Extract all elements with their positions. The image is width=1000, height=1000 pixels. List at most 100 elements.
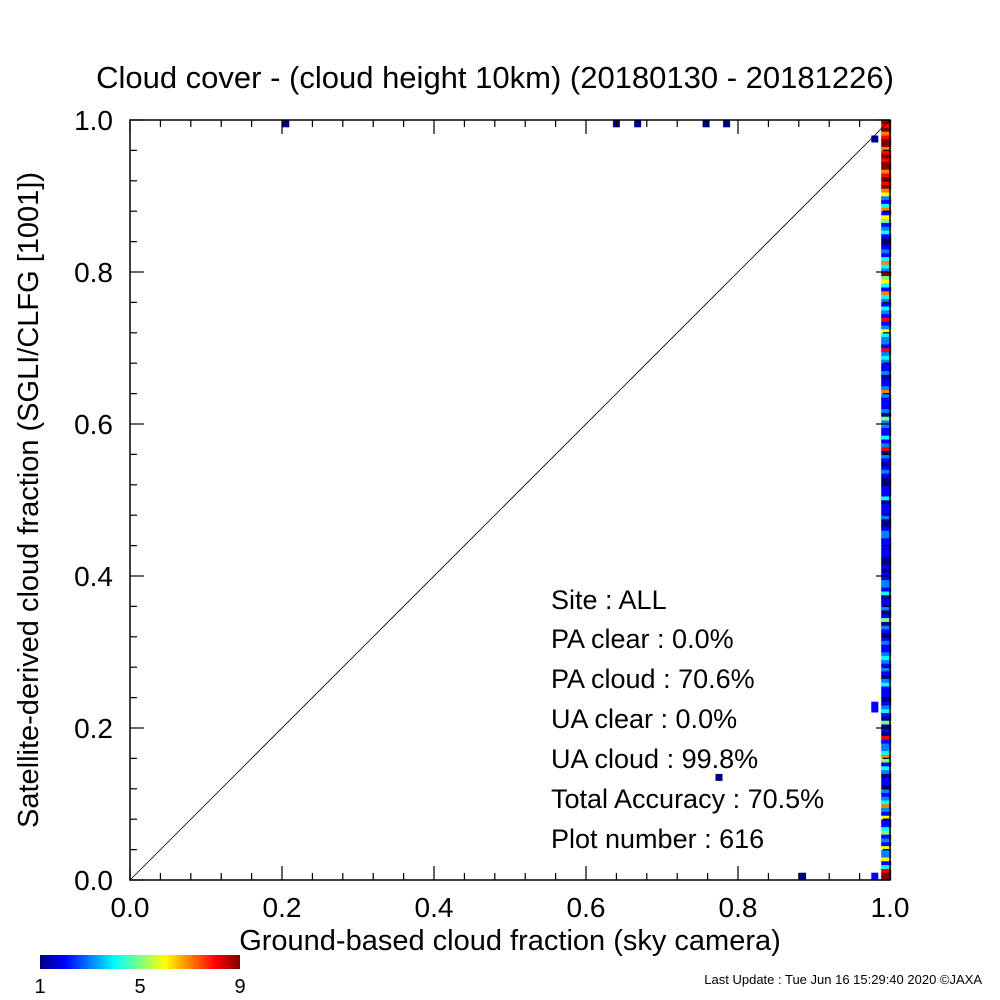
column-cell — [881, 161, 892, 166]
column-cell — [881, 659, 892, 664]
y-tick-labels: 0.0 0.2 0.4 0.6 0.8 1.0 — [74, 105, 113, 896]
data-point — [634, 120, 642, 128]
column-cell — [881, 325, 892, 330]
column-cell — [881, 652, 892, 657]
column-cell — [881, 245, 892, 250]
column-cell — [881, 454, 892, 459]
column-cell — [881, 207, 892, 212]
data-point — [282, 120, 290, 128]
column-cell — [881, 747, 892, 752]
column-cell — [881, 188, 892, 193]
column-cell — [881, 237, 892, 242]
column-cell — [881, 450, 892, 455]
column-cell — [881, 492, 892, 497]
column-cell — [881, 389, 892, 394]
column-cell — [881, 268, 892, 273]
column-cell — [881, 678, 892, 683]
column-cell — [881, 127, 892, 132]
data-point — [871, 135, 879, 143]
column-cell — [881, 777, 892, 782]
data-point — [871, 701, 879, 709]
column-cell — [881, 484, 892, 489]
column-cell — [881, 872, 892, 877]
column-cell — [881, 458, 892, 463]
stat-ua-cloud: UA cloud : 99.8% — [551, 744, 758, 774]
column-cell — [881, 693, 892, 698]
column-cell — [881, 633, 892, 638]
column-cell — [881, 534, 892, 539]
column-cell — [881, 374, 892, 379]
column-cell — [881, 241, 892, 246]
column-cell — [881, 549, 892, 554]
column-cell — [881, 427, 892, 432]
x-tick-labels: 0.0 0.2 0.4 0.6 0.8 1.0 — [111, 892, 910, 923]
stat-site: Site : ALL — [551, 585, 667, 615]
column-cell — [881, 541, 892, 546]
column-cell — [881, 378, 892, 383]
column-cell — [881, 853, 892, 858]
column-cell — [881, 211, 892, 216]
x-axis-label: Ground-based cloud fraction (sky camera) — [239, 925, 781, 957]
column-cell — [881, 256, 892, 261]
column-cell — [881, 671, 892, 676]
column-cell — [881, 158, 892, 163]
column-cell — [881, 595, 892, 600]
column-cell — [881, 283, 892, 288]
column-cell — [881, 830, 892, 835]
column-cell — [881, 142, 892, 147]
column-cell — [881, 621, 892, 626]
column-cell — [881, 876, 892, 881]
column-cell — [881, 815, 892, 820]
stat-pa-clear: PA clear : 0.0% — [551, 624, 734, 654]
column-cell — [881, 576, 892, 581]
colorbar-mid-label: 5 — [134, 976, 145, 998]
column-cell — [881, 294, 892, 299]
column-cell — [881, 686, 892, 691]
column-cell — [881, 735, 892, 740]
column-cell — [881, 135, 892, 140]
column-cell — [881, 123, 892, 128]
column-cell — [881, 154, 892, 159]
column-cell — [881, 636, 892, 641]
identity-line — [129, 119, 891, 881]
column-cell — [881, 405, 892, 410]
column-cell — [881, 477, 892, 482]
y-tick-label: 0.4 — [74, 561, 113, 592]
column-cell — [881, 758, 892, 763]
last-update-footer: Last Update : Tue Jun 16 15:29:40 2020 ©… — [704, 972, 982, 987]
column-cell — [881, 602, 892, 607]
column-cell — [881, 522, 892, 527]
column-cell — [881, 629, 892, 634]
column-cell — [881, 443, 892, 448]
column-cell — [881, 420, 892, 425]
column-cell — [881, 291, 892, 296]
column-cell — [881, 766, 892, 771]
column-cell — [881, 264, 892, 269]
y-tick-label: 0.0 — [74, 865, 113, 896]
column-cell — [881, 435, 892, 440]
column-cell — [881, 416, 892, 421]
column-cell — [881, 720, 892, 725]
column-cell — [881, 834, 892, 839]
column-cell — [881, 507, 892, 512]
column-cell — [881, 800, 892, 805]
column-cell — [881, 526, 892, 531]
colorbar-min-label: 1 — [34, 976, 45, 998]
colorbar: 1 5 9 — [34, 955, 246, 998]
y-axis-label: Satellite-derived cloud fraction (SGLI/C… — [13, 172, 45, 828]
column-cell — [881, 511, 892, 516]
column-cell — [881, 249, 892, 254]
column-cell — [881, 306, 892, 311]
column-cell — [881, 644, 892, 649]
column-cell — [881, 724, 892, 729]
column-cell — [881, 439, 892, 444]
column-cell — [881, 667, 892, 672]
column-cell — [881, 226, 892, 231]
column-cell — [881, 313, 892, 318]
column-cell — [881, 838, 892, 843]
plot-frame — [129, 119, 891, 881]
column-cell — [881, 473, 892, 478]
column-cell — [881, 465, 892, 470]
column-cell — [881, 275, 892, 280]
